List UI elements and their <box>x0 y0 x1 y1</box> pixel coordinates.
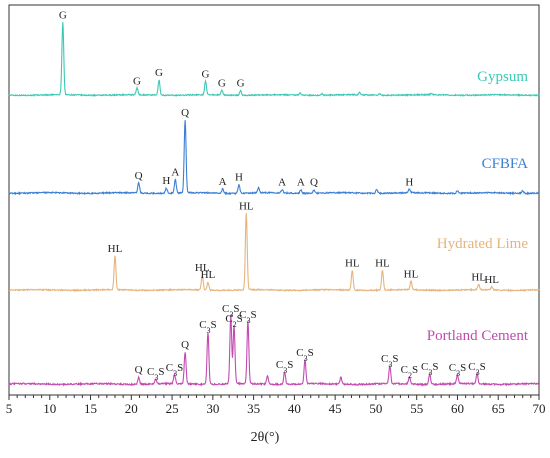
peak-label: C3S <box>468 361 485 377</box>
series-name-gypsum: Gypsum <box>477 69 528 85</box>
x-tick-label: 5 <box>6 401 13 416</box>
peak-label: G <box>202 69 210 81</box>
x-tick-label: 15 <box>84 401 97 416</box>
peak-label: C3S <box>381 353 398 369</box>
peak-label: HL <box>345 257 360 269</box>
x-tick-label: 25 <box>166 401 179 416</box>
peak-label: C3S <box>276 359 293 375</box>
x-tick-label: 30 <box>206 401 219 416</box>
peak-label: C2S <box>401 364 418 380</box>
peak-label: Q <box>135 364 143 376</box>
x-tick-label: 40 <box>288 401 301 416</box>
peak-label: C3S <box>199 319 216 335</box>
x-tick-label: 55 <box>410 401 423 416</box>
x-axis: 5 10 15 20 25 30 35 40 45 50 55 60 65 70 <box>6 395 546 416</box>
peak-label: H <box>162 175 170 187</box>
peak-label: A <box>278 177 286 189</box>
peak-label: HL <box>375 257 390 269</box>
peak-label: HL <box>471 271 486 283</box>
x-tick-label: 35 <box>247 401 260 416</box>
peak-label: HL <box>195 262 210 274</box>
peak-label: G <box>218 78 226 90</box>
peak-label: C3S <box>296 347 313 363</box>
x-tick-label: 60 <box>451 401 464 416</box>
x-tick-label: 45 <box>329 401 342 416</box>
series-line-hydrated-lime <box>8 212 540 293</box>
series-name-portland-cement: Portland Cement <box>427 328 529 344</box>
peak-label: Q <box>181 107 189 119</box>
peak-label: C3S <box>166 362 183 378</box>
peak-label: Q <box>181 339 189 351</box>
series-name-cfbfa: CFBFA <box>482 156 529 172</box>
x-tick-label: 20 <box>125 401 138 416</box>
series-name-hydrated-lime: Hydrated Lime <box>437 236 529 252</box>
peak-label: G <box>133 75 141 87</box>
peak-label: C2S <box>225 313 242 329</box>
peak-label: HL <box>108 243 123 255</box>
series-line-gypsum <box>8 22 540 97</box>
peak-label: Q <box>135 170 143 182</box>
peak-label: H <box>405 177 413 189</box>
peak-label: HL <box>404 268 419 280</box>
peak-label: C3S <box>147 366 164 382</box>
series-line-cfbfa <box>8 120 540 196</box>
peak-label: G <box>155 67 163 79</box>
series-layer <box>8 22 540 387</box>
peak-label: Q <box>310 177 318 189</box>
peak-label: HL <box>484 274 499 286</box>
x-tick-label: 70 <box>533 401 546 416</box>
peak-label: G <box>237 78 245 90</box>
peak-label: A <box>297 177 305 189</box>
peak-label: H <box>235 172 243 184</box>
series-line-portland-cement <box>8 315 540 387</box>
x-tick-label: 10 <box>43 401 56 416</box>
plot-frame <box>8 4 540 396</box>
peak-label: HL <box>239 200 254 212</box>
peak-label: C3S <box>239 309 256 325</box>
x-tick-label: 50 <box>369 401 382 416</box>
peak-label: C3S <box>449 362 466 378</box>
peak-label: A <box>219 176 227 188</box>
peak-label: HL <box>201 269 216 281</box>
peak-label: C3S <box>222 303 239 319</box>
peak-label: A <box>171 166 179 178</box>
peak-label: C3S <box>421 361 438 377</box>
x-axis-title: 2θ(°) <box>251 430 280 445</box>
peak-label: G <box>59 9 67 21</box>
x-tick-label: 65 <box>492 401 505 416</box>
